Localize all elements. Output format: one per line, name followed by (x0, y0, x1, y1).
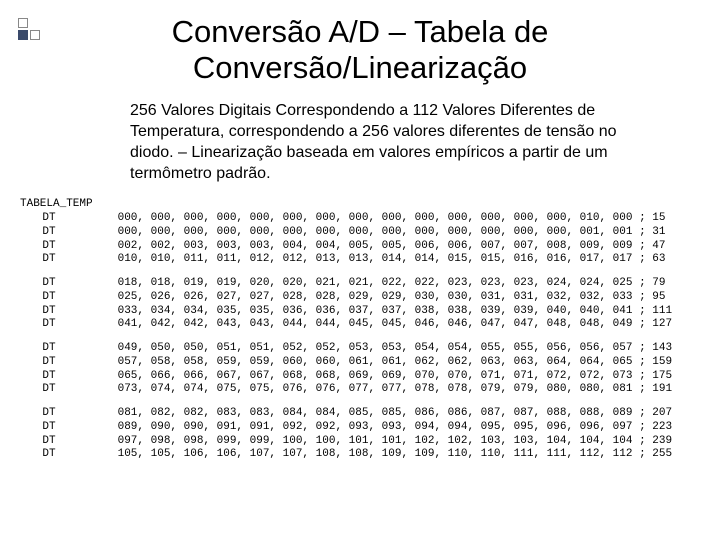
row-label: DT (20, 305, 78, 319)
table-rows-container: DT 000, 000, 000, 000, 000, 000, 000, 00… (20, 212, 700, 462)
row-label: DT (20, 212, 78, 226)
table-row: DT 041, 042, 042, 043, 043, 044, 044, 04… (20, 318, 700, 332)
row-label: DT (20, 226, 78, 240)
row-label: DT (20, 342, 78, 356)
table-row: DT 000, 000, 000, 000, 000, 000, 000, 00… (20, 212, 700, 226)
row-label: DT (20, 240, 78, 254)
row-comment: ; 79 (639, 277, 665, 291)
row-values: 057, 058, 058, 059, 059, 060, 060, 061, … (78, 356, 639, 370)
row-label: DT (20, 277, 78, 291)
row-values: 097, 098, 098, 099, 099, 100, 100, 101, … (78, 435, 639, 449)
row-values: 041, 042, 042, 043, 043, 044, 044, 045, … (78, 318, 639, 332)
table-row: DT 073, 074, 074, 075, 075, 076, 076, 07… (20, 383, 700, 397)
table-row: DT 065, 066, 066, 067, 067, 068, 068, 06… (20, 370, 700, 384)
slide-bullet-decoration (18, 18, 40, 40)
row-label: DT (20, 291, 78, 305)
row-label: DT (20, 421, 78, 435)
row-values: 010, 010, 011, 011, 012, 012, 013, 013, … (78, 253, 639, 267)
table-row: DT 049, 050, 050, 051, 051, 052, 052, 05… (20, 342, 700, 356)
row-comment: ; 159 (639, 356, 672, 370)
table-row: DT 057, 058, 058, 059, 059, 060, 060, 06… (20, 356, 700, 370)
row-values: 002, 002, 003, 003, 003, 004, 004, 005, … (78, 240, 639, 254)
table-row: DT 018, 018, 019, 019, 020, 020, 021, 02… (20, 277, 700, 291)
table-row: DT 081, 082, 082, 083, 083, 084, 084, 08… (20, 407, 700, 421)
row-comment: ; 223 (639, 421, 672, 435)
table-label: TABELA_TEMP (20, 198, 93, 210)
row-values: 000, 000, 000, 000, 000, 000, 000, 000, … (78, 226, 639, 240)
row-comment: ; 255 (639, 448, 672, 462)
table-row: DT 010, 010, 011, 011, 012, 012, 013, 01… (20, 253, 700, 267)
row-values: 025, 026, 026, 027, 027, 028, 028, 029, … (78, 291, 639, 305)
table-row: DT 089, 090, 090, 091, 091, 092, 092, 09… (20, 421, 700, 435)
table-row: DT 002, 002, 003, 003, 003, 004, 004, 00… (20, 240, 700, 254)
row-values: 105, 105, 106, 106, 107, 107, 108, 108, … (78, 448, 639, 462)
row-values: 073, 074, 074, 075, 075, 076, 076, 077, … (78, 383, 639, 397)
row-comment: ; 95 (639, 291, 665, 305)
row-values: 081, 082, 082, 083, 083, 084, 084, 085, … (78, 407, 639, 421)
row-label: DT (20, 370, 78, 384)
slide-title: Conversão A/D – Tabela de Conversão/Line… (0, 0, 720, 91)
table-row: DT 025, 026, 026, 027, 027, 028, 028, 02… (20, 291, 700, 305)
row-label: DT (20, 356, 78, 370)
row-values: 049, 050, 050, 051, 051, 052, 052, 053, … (78, 342, 639, 356)
row-label: DT (20, 383, 78, 397)
row-values: 000, 000, 000, 000, 000, 000, 000, 000, … (78, 212, 639, 226)
row-comment: ; 207 (639, 407, 672, 421)
slide-subtitle: 256 Valores Digitais Correspondendo a 11… (0, 91, 720, 184)
row-comment: ; 127 (639, 318, 672, 332)
row-comment: ; 47 (639, 240, 665, 254)
row-comment: ; 175 (639, 370, 672, 384)
table-row: DT 000, 000, 000, 000, 000, 000, 000, 00… (20, 226, 700, 240)
row-values: 065, 066, 066, 067, 067, 068, 068, 069, … (78, 370, 639, 384)
row-comment: ; 239 (639, 435, 672, 449)
row-comment: ; 31 (639, 226, 665, 240)
table-row: DT 097, 098, 098, 099, 099, 100, 100, 10… (20, 435, 700, 449)
row-comment: ; 63 (639, 253, 665, 267)
row-comment: ; 143 (639, 342, 672, 356)
row-label: DT (20, 435, 78, 449)
data-table: TABELA_TEMP DT 000, 000, 000, 000, 000, … (0, 184, 720, 462)
row-comment: ; 111 (639, 305, 672, 319)
row-values: 089, 090, 090, 091, 091, 092, 092, 093, … (78, 421, 639, 435)
table-row: DT 033, 034, 034, 035, 035, 036, 036, 03… (20, 305, 700, 319)
row-comment: ; 191 (639, 383, 672, 397)
row-label: DT (20, 448, 78, 462)
row-values: 033, 034, 034, 035, 035, 036, 036, 037, … (78, 305, 639, 319)
row-values: 018, 018, 019, 019, 020, 020, 021, 021, … (78, 277, 639, 291)
row-label: DT (20, 318, 78, 332)
row-label: DT (20, 253, 78, 267)
row-label: DT (20, 407, 78, 421)
row-comment: ; 15 (639, 212, 665, 226)
table-row: DT 105, 105, 106, 106, 107, 107, 108, 10… (20, 448, 700, 462)
